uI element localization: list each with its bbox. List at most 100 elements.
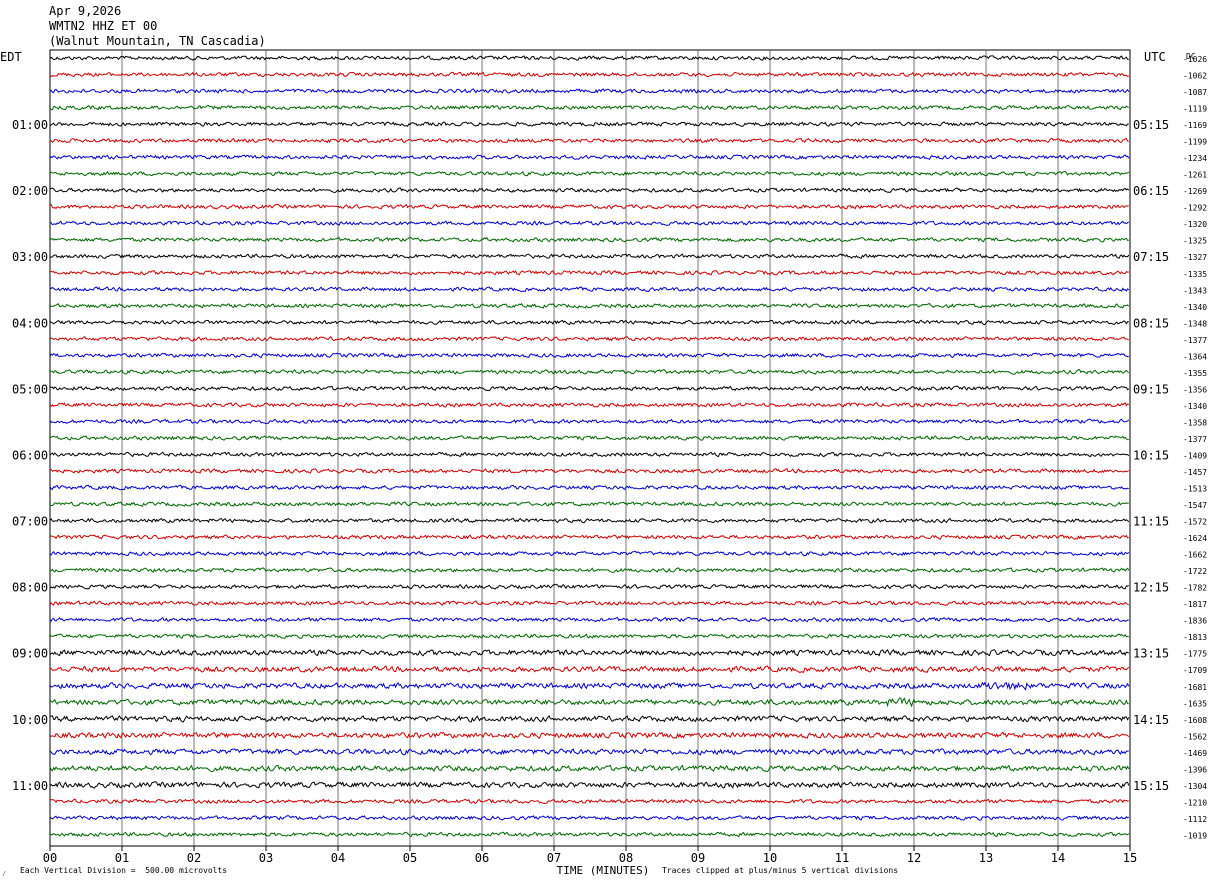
dc-header-label: DC <box>1186 52 1196 61</box>
corner-mark: ⁄ <box>2 870 7 878</box>
right-timezone-label: UTC <box>1144 50 1166 64</box>
dc-offset-label: -1457 <box>1183 468 1207 477</box>
dc-offset-label: -1292 <box>1183 204 1207 213</box>
grid <box>49 49 1131 851</box>
seismic-trace <box>49 697 1129 708</box>
x-tick-label: 11 <box>835 851 849 865</box>
left-hour-label: 06:00 <box>12 448 48 462</box>
seismic-trace <box>49 567 1130 573</box>
seismic-trace <box>49 468 1130 474</box>
x-tick-label: 07 <box>547 851 561 865</box>
x-tick-label: 05 <box>403 851 417 865</box>
seismic-trace <box>49 104 1129 111</box>
seismic-trace <box>49 286 1130 293</box>
dc-offset-label: -1112 <box>1183 815 1207 824</box>
date-label: Apr 9,2026 <box>49 4 122 18</box>
seismic-trace <box>49 253 1130 259</box>
left-hour-label: 07:00 <box>12 515 48 529</box>
dc-offset-label: -1635 <box>1183 699 1207 708</box>
dc-offset-label: -1358 <box>1183 418 1207 427</box>
dc-offset-label: -1340 <box>1183 402 1207 411</box>
dc-offset-label: -1681 <box>1183 683 1207 692</box>
seismic-trace <box>49 88 1130 94</box>
dc-offset-label: -1813 <box>1183 633 1207 642</box>
seismic-trace <box>49 269 1129 276</box>
seismic-trace <box>49 55 1129 61</box>
dc-offset-label: -1547 <box>1183 501 1207 510</box>
right-hour-label: 15:15 <box>1133 779 1169 793</box>
dc-offset-label: -1377 <box>1183 435 1207 444</box>
location-label: (Walnut Mountain, TN Cascadia) <box>49 34 266 48</box>
x-tick-label: 03 <box>259 851 273 865</box>
dc-offset-label: -1304 <box>1183 782 1207 791</box>
left-hour-label: 11:00 <box>12 779 48 793</box>
seismic-trace <box>49 665 1130 673</box>
seismic-trace <box>49 731 1130 740</box>
dc-offset-label: -1026 <box>1183 55 1207 64</box>
x-tick-label: 06 <box>475 851 489 865</box>
seismic-trace <box>49 369 1130 375</box>
dc-offset-label: -1782 <box>1183 584 1207 593</box>
dc-offset-label: -1210 <box>1183 798 1207 807</box>
seismic-trace <box>49 534 1129 540</box>
x-tick-label: 09 <box>691 851 705 865</box>
seismic-trace <box>49 154 1130 160</box>
left-hour-label: 02:00 <box>12 184 48 198</box>
seismic-trace <box>49 517 1130 524</box>
seismic-trace <box>49 203 1129 210</box>
seismic-trace <box>49 550 1130 557</box>
right-hour-label: 06:15 <box>1133 184 1169 198</box>
seismic-trace <box>49 600 1129 606</box>
scale-note: Each Vertical Division = 500.00 microvol… <box>20 866 228 875</box>
seismic-trace <box>49 435 1129 441</box>
seismic-trace <box>49 715 1130 723</box>
dc-offset-label: -1562 <box>1183 732 1207 741</box>
dc-offset-label: -1709 <box>1183 666 1207 675</box>
seismic-trace <box>49 616 1129 623</box>
x-tick-label: 08 <box>619 851 633 865</box>
seismic-trace <box>49 220 1130 226</box>
right-hour-label: 13:15 <box>1133 647 1169 661</box>
x-tick-label: 00 <box>43 851 57 865</box>
left-hour-label: 09:00 <box>12 647 48 661</box>
dc-offset-label: -1269 <box>1183 187 1207 196</box>
dc-offset-label: -1325 <box>1183 237 1207 246</box>
dc-offset-label: -1234 <box>1183 154 1207 163</box>
right-hour-label: 05:15 <box>1133 118 1169 132</box>
seismic-trace <box>49 137 1129 144</box>
seismic-trace <box>49 336 1130 342</box>
seismic-trace <box>49 831 1130 838</box>
dc-offset-label: -1169 <box>1183 121 1207 130</box>
x-tick-label: 13 <box>979 851 993 865</box>
x-tick-label: 14 <box>1051 851 1065 865</box>
seismic-trace <box>49 501 1129 507</box>
dc-offset-label: -1062 <box>1183 72 1207 81</box>
right-hour-label: 08:15 <box>1133 316 1169 330</box>
dc-offset-label: -1624 <box>1183 534 1207 543</box>
x-tick-label: 02 <box>187 851 201 865</box>
seismic-trace <box>49 303 1130 309</box>
dc-offset-label: -1775 <box>1183 650 1207 659</box>
seismic-trace <box>49 815 1130 821</box>
dc-offset-label: -1836 <box>1183 617 1207 626</box>
dc-offset-label: -1396 <box>1183 765 1207 774</box>
left-hour-label: 03:00 <box>12 250 48 264</box>
left-hour-label: 04:00 <box>12 316 48 330</box>
seismic-trace <box>49 319 1129 326</box>
x-tick-label: 01 <box>115 851 129 865</box>
seismic-trace <box>49 764 1130 773</box>
dc-offset-label: -1409 <box>1183 451 1207 460</box>
dc-offset-label: -1087 <box>1183 88 1207 97</box>
seismic-trace <box>49 236 1129 243</box>
dc-offset-label: -1572 <box>1183 518 1207 527</box>
seismic-trace <box>49 583 1130 590</box>
dc-offset-label: -1119 <box>1183 105 1207 114</box>
seismic-trace <box>49 484 1129 491</box>
seismic-trace <box>49 121 1129 127</box>
left-hour-label: 10:00 <box>12 713 48 727</box>
left-hour-label: 01:00 <box>12 118 48 132</box>
dc-offset-label: -1327 <box>1183 253 1207 262</box>
traces <box>49 55 1130 838</box>
dc-offset-label: -1320 <box>1183 220 1207 229</box>
